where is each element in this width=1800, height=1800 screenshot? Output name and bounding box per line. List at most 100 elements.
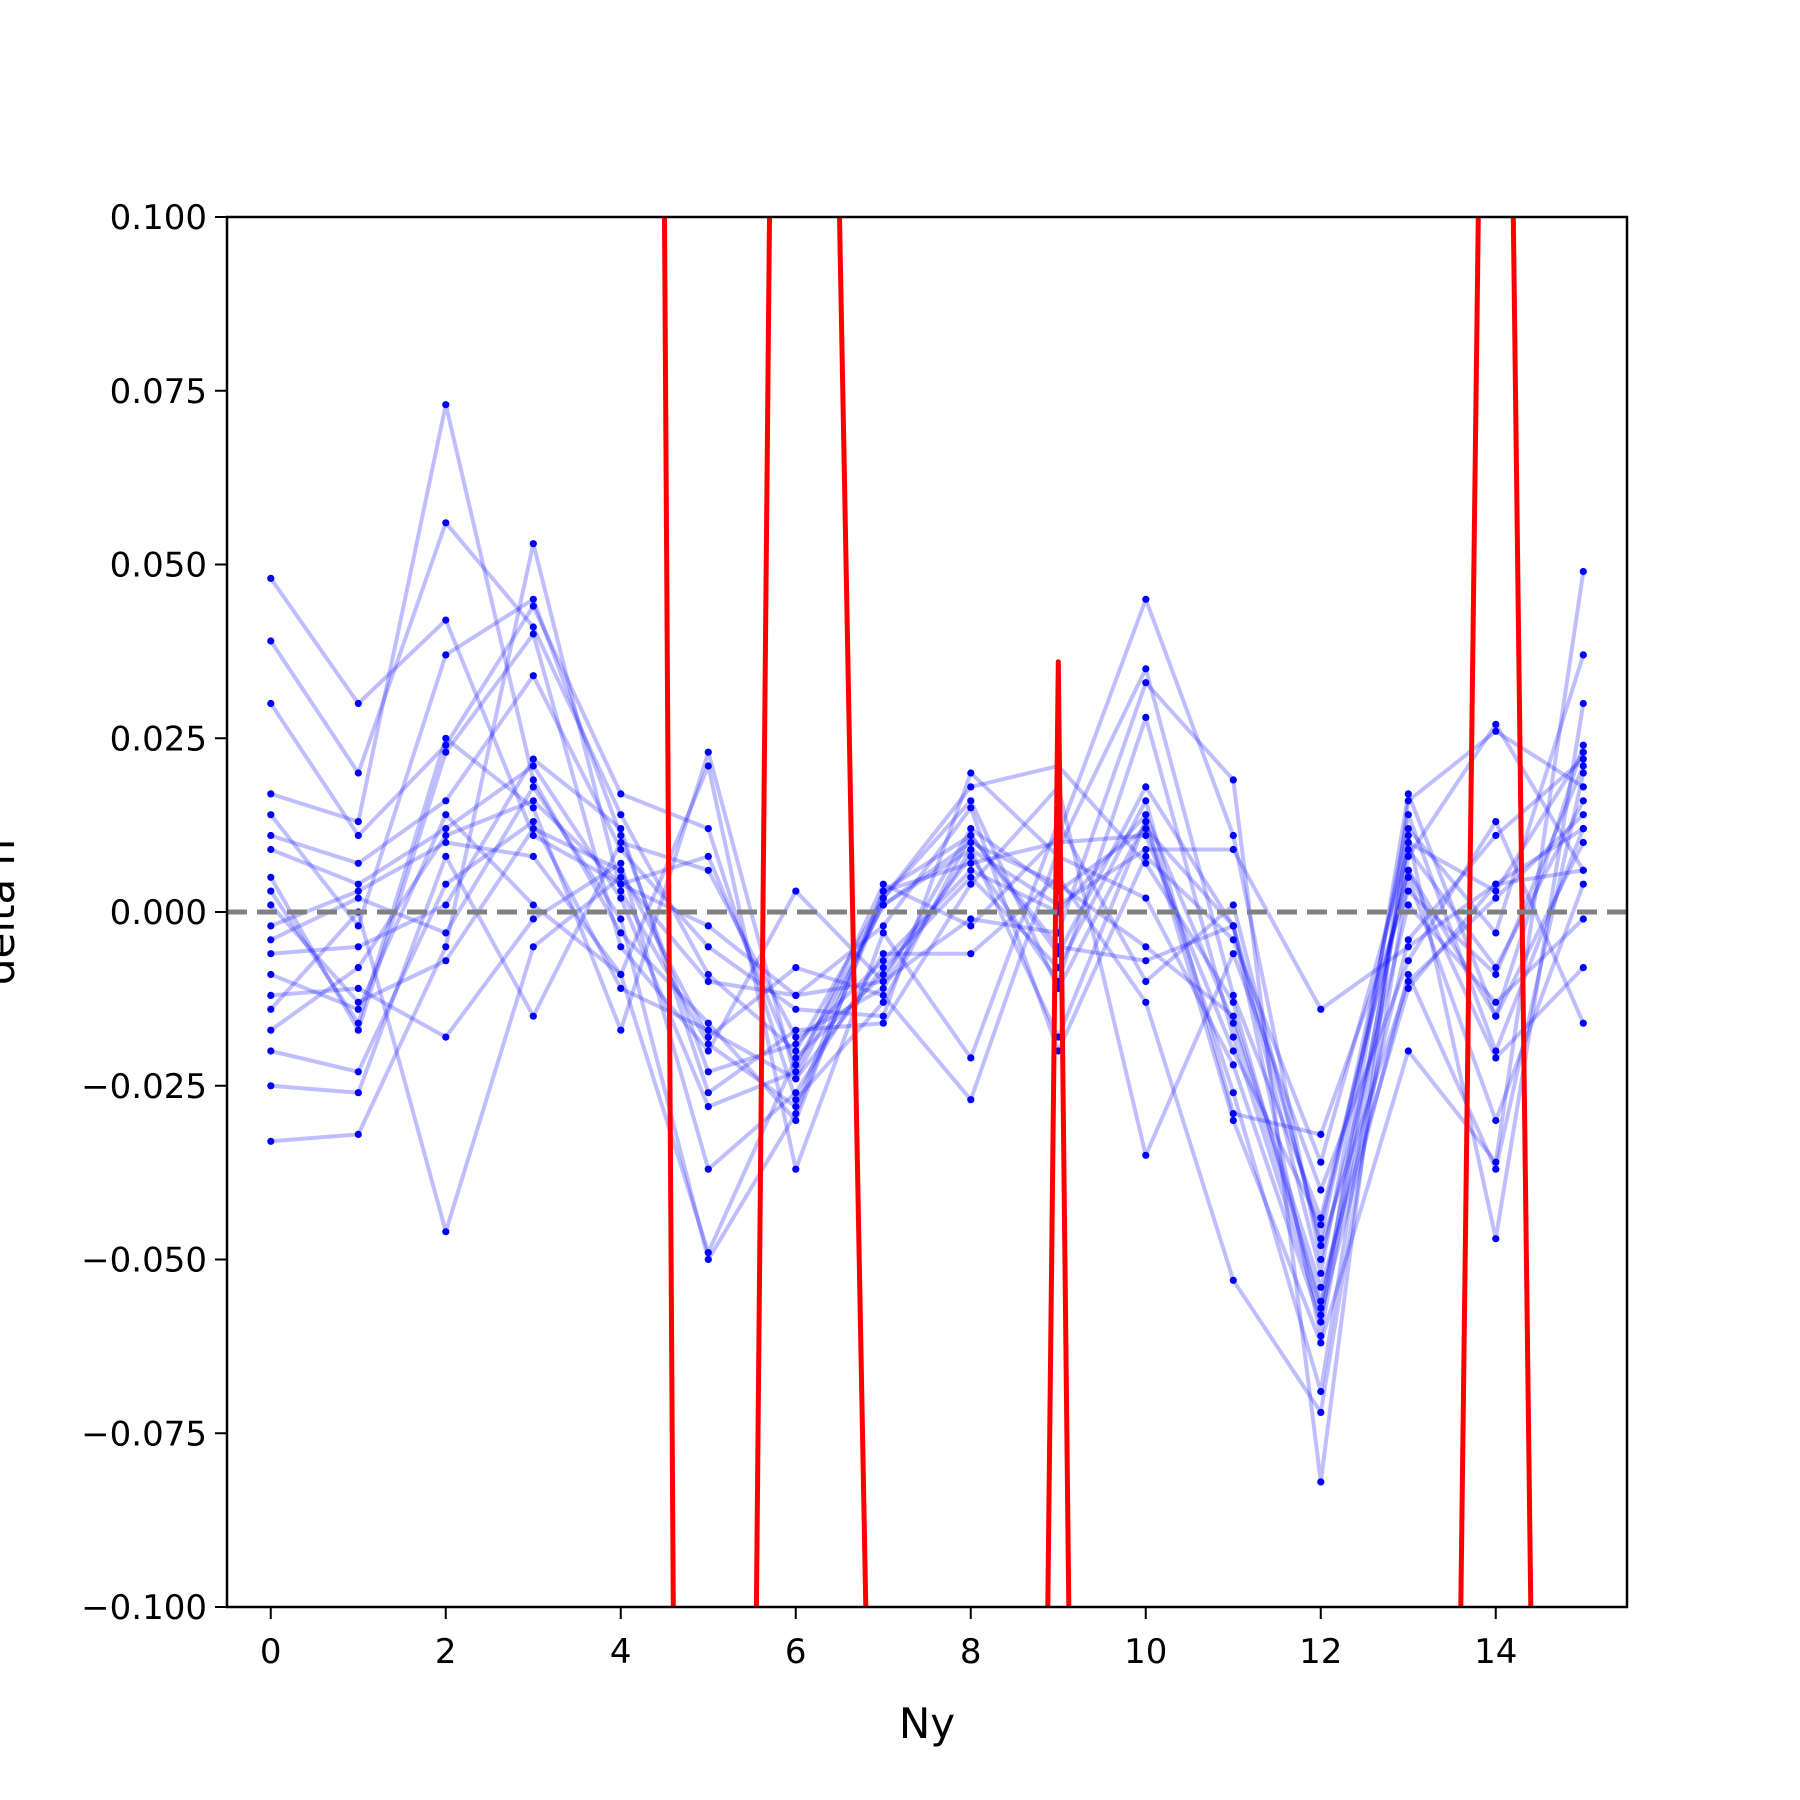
x-tick-label: 4: [610, 1632, 632, 1672]
ensemble-point: [267, 1082, 275, 1090]
ensemble-point: [267, 811, 275, 819]
ensemble-point: [1142, 859, 1150, 867]
ensemble-point: [354, 1068, 362, 1076]
ensemble-point: [529, 1012, 537, 1020]
ensemble-point: [617, 790, 625, 798]
ensemble-point: [967, 922, 975, 930]
highlight-series-line: [1045, 659, 1072, 1607]
ensemble-point: [792, 1110, 800, 1118]
ensemble-point: [267, 950, 275, 958]
ensemble-point: [967, 915, 975, 923]
ensemble-point: [1317, 1221, 1325, 1229]
ensemble-point: [529, 755, 537, 763]
ensemble-point: [1142, 713, 1150, 722]
ensemble-point: [442, 880, 450, 888]
ensemble-point: [1317, 1332, 1325, 1340]
ensemble-point: [529, 762, 537, 770]
ensemble-point: [1142, 797, 1150, 805]
ensemble-point: [1404, 977, 1412, 986]
ensemble-layer: [267, 401, 1587, 1486]
ensemble-point: [442, 797, 450, 805]
ensemble-point: [879, 970, 887, 979]
ensemble-point: [529, 783, 537, 791]
ensemble-point: [1579, 762, 1587, 770]
ensemble-point: [967, 852, 975, 861]
ensemble-point: [704, 1040, 712, 1048]
ensemble-point: [792, 1040, 800, 1048]
ensemble-point: [1317, 1186, 1325, 1194]
ensemble-point: [354, 1005, 362, 1013]
ensemble-point: [529, 672, 537, 680]
ensemble-point: [529, 623, 537, 631]
ensemble-point: [1579, 838, 1587, 847]
ensemble-point: [442, 811, 450, 819]
ensemble-point: [1142, 831, 1150, 840]
ensemble-series-line: [270, 715, 1586, 1318]
ensemble-point: [967, 831, 975, 840]
ensemble-point: [442, 616, 450, 624]
ensemble-series-line: [269, 577, 1586, 1241]
ensemble-point: [1492, 727, 1500, 735]
ensemble-point: [529, 540, 537, 548]
ensemble-point: [267, 1026, 275, 1034]
ensemble-point: [1492, 880, 1500, 888]
ensemble-point: [1142, 998, 1150, 1006]
ensemble-point: [1317, 1235, 1325, 1243]
ensemble-point: [1579, 866, 1587, 874]
ensemble-point: [1404, 873, 1412, 881]
ensemble-point: [1142, 825, 1150, 833]
ensemble-point: [354, 1019, 362, 1027]
ensemble-point: [704, 943, 712, 951]
ensemble-series-line: [270, 826, 1585, 1095]
ensemble-point: [1142, 811, 1150, 819]
ensemble-point: [879, 950, 887, 958]
ensemble-point: [1579, 783, 1587, 791]
ensemble-point: [1142, 783, 1150, 791]
ensemble-point: [354, 894, 362, 902]
y-axis-label: delta n: [0, 839, 24, 985]
ensemble-series-line: [269, 666, 1585, 1220]
ensemble-point: [1229, 1116, 1237, 1125]
ensemble-point: [1404, 957, 1412, 965]
ensemble-point: [792, 991, 800, 1000]
ensemble-point: [967, 859, 975, 867]
ensemble-point: [1404, 984, 1412, 993]
highlight-series-line: [662, 217, 676, 1607]
ensemble-point: [267, 1005, 275, 1013]
ensemble-point: [1579, 825, 1587, 833]
ensemble-point: [354, 880, 362, 888]
ensemble-point: [1492, 964, 1500, 972]
ensemble-point: [1492, 818, 1500, 826]
ensemble-point: [792, 1026, 800, 1034]
ensemble-point: [792, 1075, 800, 1083]
ensemble-point: [879, 887, 887, 895]
ensemble-point: [267, 970, 275, 979]
ensemble-point: [1492, 720, 1500, 729]
ensemble-point: [617, 866, 625, 874]
ensemble-point: [704, 825, 712, 833]
y-tick-label: 0.050: [110, 546, 207, 586]
ensemble-point: [617, 915, 625, 923]
ensemble-point: [967, 950, 975, 958]
ensemble-point: [617, 970, 625, 979]
ensemble-point: [1142, 943, 1150, 951]
ensemble-point: [1404, 838, 1412, 847]
ensemble-point: [879, 894, 887, 902]
ensemble-point: [1317, 1242, 1325, 1250]
ensemble-series-line: [269, 703, 1586, 1394]
ensemble-point: [1492, 1047, 1500, 1055]
y-tick-label: 0.075: [110, 372, 207, 412]
ensemble-point: [267, 901, 275, 909]
ensemble-point: [1142, 852, 1150, 861]
ensemble-point: [442, 943, 450, 951]
ensemble-point: [617, 929, 625, 937]
ensemble-point: [267, 1137, 275, 1145]
ensemble-point: [267, 845, 275, 854]
ensemble-point: [704, 1047, 712, 1055]
ensemble-point: [704, 866, 712, 874]
x-tick-label: 0: [260, 1632, 282, 1672]
ensemble-point: [1317, 1283, 1325, 1291]
ensemble-point: [1229, 831, 1237, 840]
ensemble-point: [1317, 1387, 1325, 1396]
ensemble-point: [354, 964, 362, 972]
